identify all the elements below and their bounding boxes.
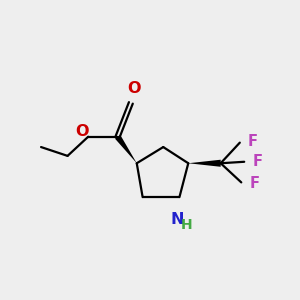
Text: O: O <box>127 80 141 95</box>
Text: H: H <box>181 218 192 232</box>
Text: O: O <box>75 124 88 139</box>
Text: F: F <box>253 154 262 169</box>
Text: F: F <box>248 134 258 149</box>
Polygon shape <box>115 135 137 163</box>
Text: N: N <box>170 212 184 227</box>
Text: F: F <box>250 176 260 191</box>
Polygon shape <box>188 160 221 167</box>
